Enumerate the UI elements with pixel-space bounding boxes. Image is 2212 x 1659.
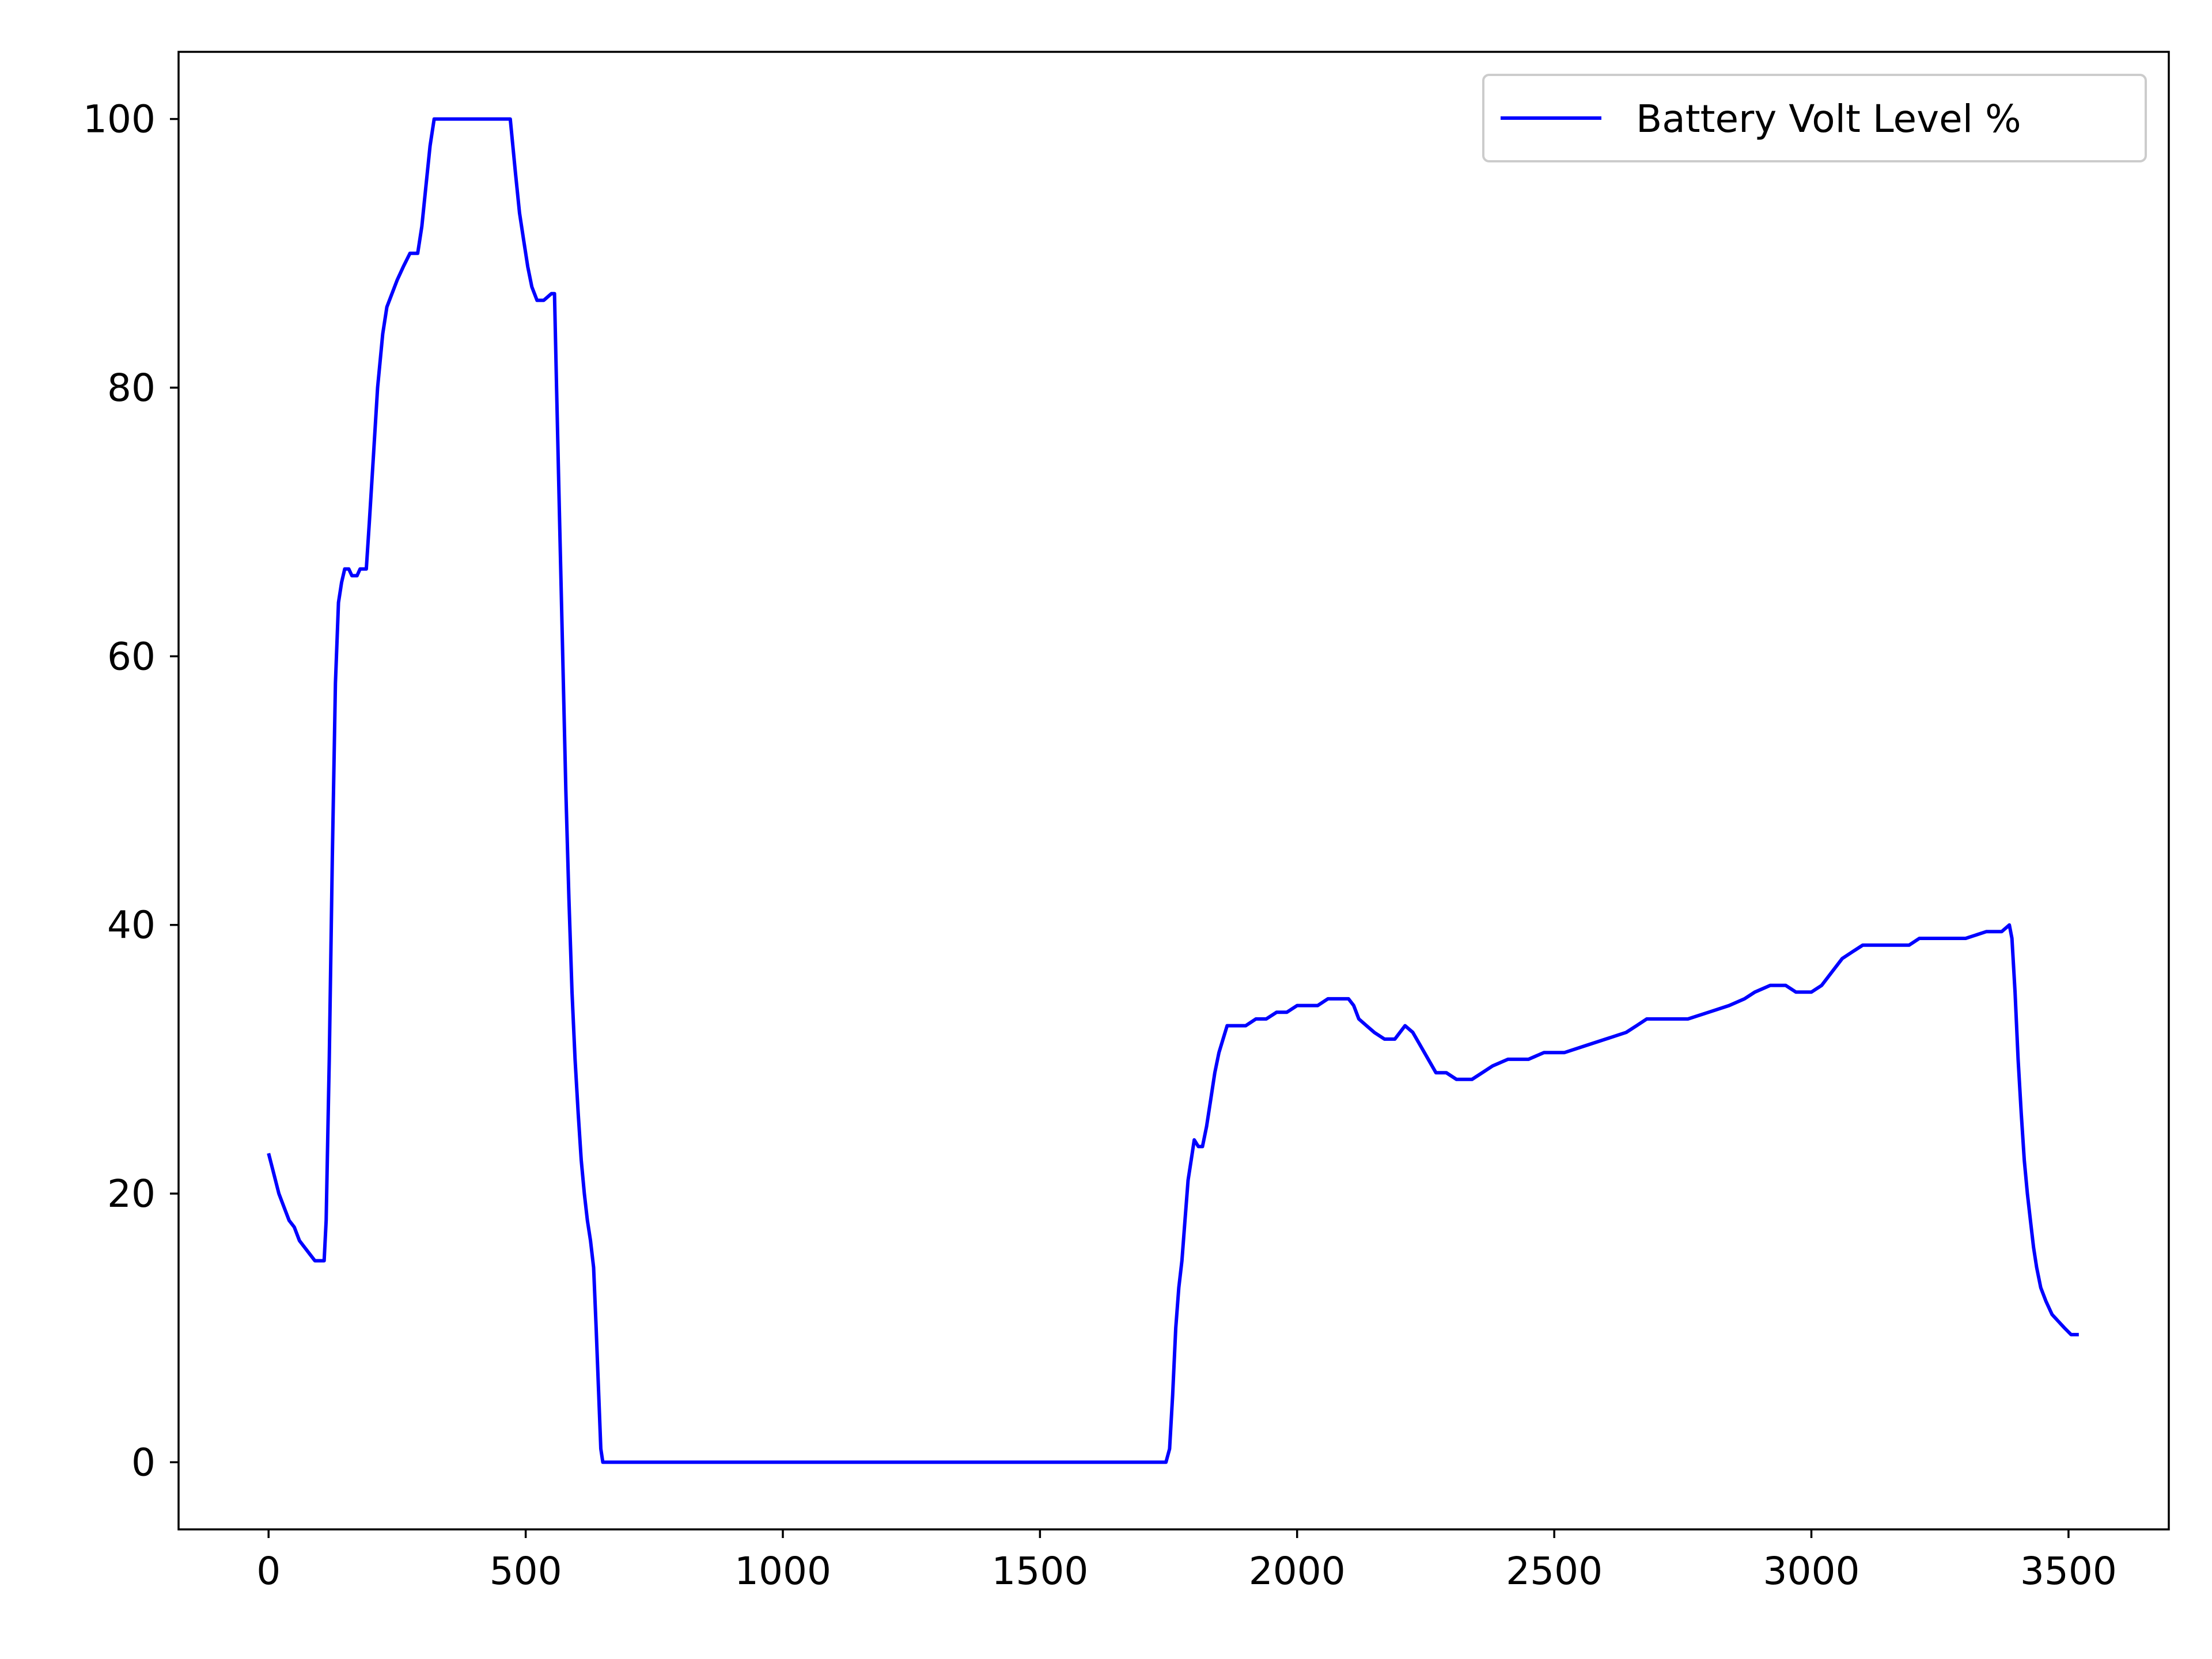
legend-box — [1482, 74, 2147, 162]
series-line-0 — [267, 117, 2079, 1464]
x-tick-label: 2500 — [1506, 1549, 1603, 1593]
x-tick-label: 1000 — [734, 1549, 831, 1593]
x-tick-label: 0 — [256, 1549, 281, 1593]
y-tick-label: 60 — [107, 634, 156, 679]
legend-label-battery-volt-level: Battery Volt Level % — [1636, 97, 2021, 141]
y-tick-label: 40 — [107, 903, 156, 948]
legend: Battery Volt Level % — [1482, 74, 2147, 162]
y-tick-label: 0 — [131, 1440, 156, 1484]
axes-frame — [177, 51, 2170, 1531]
y-tick-label: 100 — [83, 97, 156, 142]
x-tick-label: 1500 — [991, 1549, 1088, 1593]
x-tick-label: 2000 — [1249, 1549, 1346, 1593]
x-tick-label: 500 — [490, 1549, 562, 1593]
y-tick-label: 20 — [107, 1172, 156, 1216]
y-axis: 0 20 40 60 80 100 — [83, 97, 179, 1484]
x-axis: 0 500 1000 1500 2000 2500 3000 3500 — [256, 1529, 2117, 1593]
x-tick-label: 3500 — [2020, 1549, 2117, 1593]
plot-area — [267, 117, 2079, 1464]
y-tick-label: 80 — [107, 366, 156, 410]
x-tick-label: 3000 — [1763, 1549, 1860, 1593]
